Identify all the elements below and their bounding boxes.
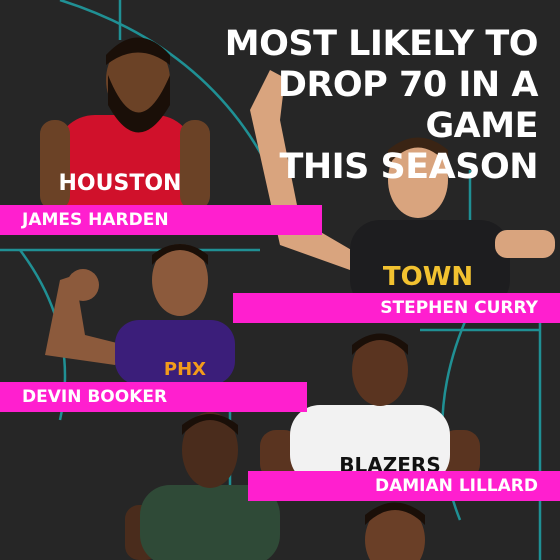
player-label-devin-booker: DEVIN BOOKER bbox=[0, 382, 307, 412]
player-label-james-harden: JAMES HARDEN bbox=[0, 205, 322, 235]
player-label-stephen-curry: STEPHEN CURRY bbox=[233, 293, 560, 323]
headline-line-2: DROP 70 IN A GAME bbox=[277, 65, 539, 146]
player-photo-damian-lillard: BLAZERS bbox=[255, 320, 485, 480]
jersey-text: HOUSTON bbox=[59, 171, 182, 196]
player-illustration: HOUSTON bbox=[40, 37, 210, 220]
player-illustration bbox=[125, 412, 280, 560]
jersey-text: TOWN bbox=[383, 262, 473, 292]
player-photo-james-harden: HOUSTON bbox=[30, 20, 220, 220]
headline: MOST LIKELY TO DROP 70 IN A GAME THIS SE… bbox=[208, 24, 539, 188]
headline-line-1: MOST LIKELY TO bbox=[224, 24, 539, 64]
player-label-damian-lillard: DAMIAN LILLARD bbox=[248, 471, 560, 501]
player-illustration: BLAZERS bbox=[260, 333, 480, 480]
jersey-text: PHX bbox=[164, 359, 206, 380]
headline-line-3: THIS SEASON bbox=[279, 147, 538, 187]
player-illustration bbox=[365, 502, 425, 560]
player-illustration: PHX bbox=[45, 244, 235, 385]
player-photo-bottom-left bbox=[125, 405, 315, 560]
player-photo-bottom-right bbox=[330, 490, 460, 560]
player-photo-devin-booker: PHX bbox=[15, 225, 235, 385]
